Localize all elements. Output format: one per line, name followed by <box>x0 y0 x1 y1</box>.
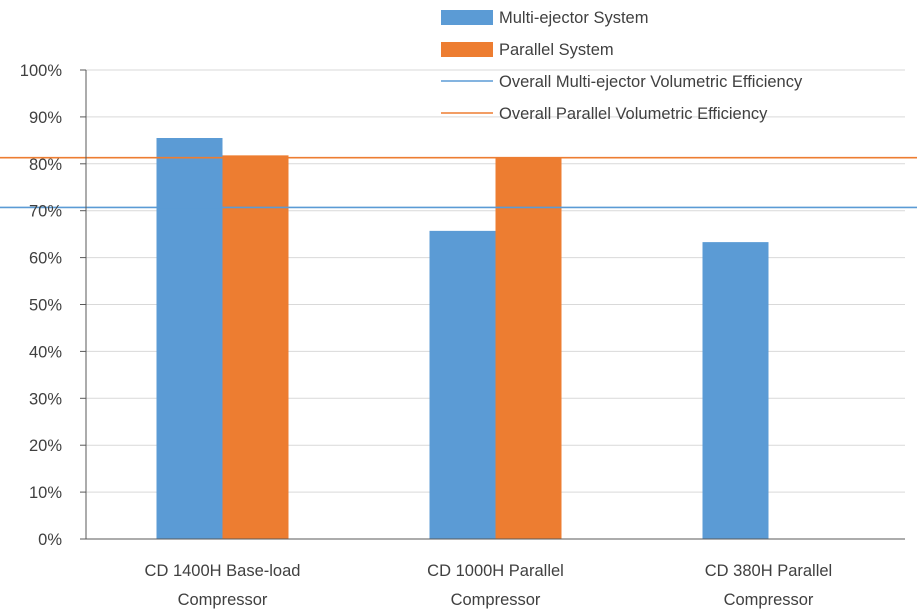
y-tick-label: 40% <box>29 343 62 361</box>
x-category-label: CD 1400H Base-load <box>145 562 301 580</box>
y-tick-label: 10% <box>29 484 62 502</box>
y-tick-label: 70% <box>29 203 62 221</box>
y-tick-label: 100% <box>20 62 63 80</box>
x-category-labels: CD 1400H Base-load Compressor CD 1000H Par… <box>145 562 833 609</box>
y-tick-label: 50% <box>29 297 62 315</box>
reference-lines <box>0 156 917 209</box>
y-tick-labels: 0% 10% 20% 30% 40% 50% 60% 70% 80% 90% 100% <box>20 62 63 549</box>
x-category-label: Compressor <box>178 591 268 609</box>
bar-parallel-0 <box>222 155 289 539</box>
y-tick-label: 0% <box>38 531 62 549</box>
x-category-label: CD 380H Parallel <box>705 562 832 580</box>
bars <box>156 138 769 540</box>
axes <box>85 70 905 540</box>
legend-label: Overall Parallel Volumetric Efficiency <box>499 105 768 123</box>
bar-multi-ejector-1 <box>429 230 496 539</box>
bar-multi-ejector-0 <box>156 138 223 539</box>
legend-swatch-parallel <box>441 42 493 57</box>
x-category-label: CD 1000H Parallel <box>427 562 564 580</box>
bar-multi-ejector-2 <box>702 242 769 540</box>
bar-parallel-1 <box>495 158 562 539</box>
y-tick-label: 20% <box>29 437 62 455</box>
x-category-label: Compressor <box>724 591 814 609</box>
y-tick-label: 60% <box>29 250 62 268</box>
legend: Multi-ejector System Parallel System Overa… <box>441 9 803 123</box>
legend-label: Overall Multi-ejector Volumetric Efficie… <box>499 73 803 91</box>
y-tick-label: 90% <box>29 109 62 127</box>
x-category-label: Compressor <box>451 591 541 609</box>
legend-label: Parallel System <box>499 41 614 59</box>
y-tick-label: 80% <box>29 156 62 174</box>
legend-label: Multi-ejector System <box>499 9 648 27</box>
y-tick-label: 30% <box>29 390 62 408</box>
legend-swatch-multi-ejector <box>441 10 493 25</box>
